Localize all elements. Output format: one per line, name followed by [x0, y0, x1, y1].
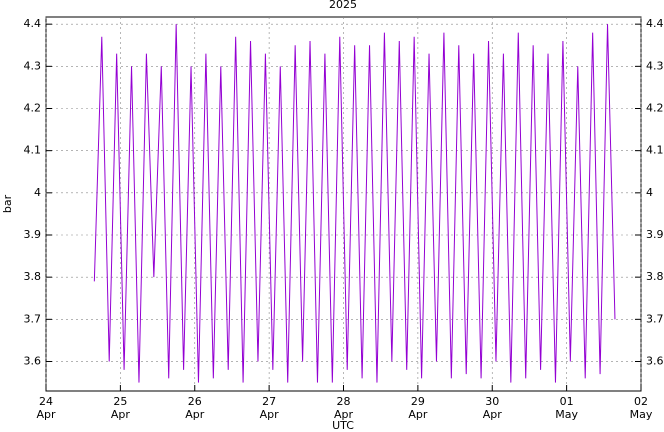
x-tick-label-line: 29 — [411, 395, 425, 408]
x-tick-label-line: 02 — [634, 395, 648, 408]
y-tick-label: 3.9 — [24, 228, 42, 241]
x-tick-label-line: May — [630, 408, 653, 421]
x-tick-label: 02 May — [630, 395, 653, 421]
x-tick-label-line: May — [555, 408, 578, 421]
x-tick-label: 25 Apr — [111, 395, 131, 421]
x-tick-label-line: 30 — [485, 395, 499, 408]
y-tick-label: 4.4 — [646, 17, 664, 30]
y-tick-label: 4 — [646, 186, 653, 199]
x-tick-label: 27 Apr — [260, 395, 280, 421]
x-tick-label: 01 May — [555, 395, 578, 421]
y-tick-label: 4.2 — [24, 101, 42, 114]
y-tick-label: 3.9 — [646, 228, 664, 241]
y-tick-label: 4.1 — [646, 144, 664, 157]
x-tick-label-line: Apr — [334, 408, 354, 421]
y-tick-label: 3.6 — [24, 354, 42, 367]
x-axis-label: UTC — [332, 419, 354, 432]
x-tick-label-line: Apr — [408, 408, 428, 421]
y-tick-label: 4.3 — [646, 59, 664, 72]
x-tick-label-line: Apr — [483, 408, 503, 421]
y-tick-label: 3.8 — [24, 270, 42, 283]
x-tick-label-line: Apr — [111, 408, 131, 421]
x-tick-label: 29 Apr — [408, 395, 428, 421]
x-tick-label-line: 24 — [39, 395, 53, 408]
y-tick-label: 3.7 — [646, 312, 664, 325]
x-tick-label: 24 Apr — [36, 395, 56, 421]
y-tick-label: 3.7 — [24, 312, 42, 325]
x-tick-label-line: Apr — [36, 408, 56, 421]
y-tick-label: 4.2 — [646, 101, 664, 114]
y-tick-label: 4.4 — [24, 17, 42, 30]
y-tick-label: 4.3 — [24, 59, 42, 72]
y-axis-label: bar — [1, 194, 14, 213]
y-tick-label: 3.6 — [646, 354, 664, 367]
x-tick-label: 26 Apr — [185, 395, 205, 421]
y-tick-label: 3.8 — [646, 270, 664, 283]
y-tick-label: 4.1 — [24, 144, 42, 157]
x-tick-label: 28 Apr — [334, 395, 354, 421]
x-tick-label-line: 25 — [113, 395, 127, 408]
x-tick-label-line: Apr — [185, 408, 205, 421]
data-line — [93, 24, 616, 383]
chart-title: 2025 — [329, 0, 357, 11]
x-tick-label: 30 Apr — [483, 395, 503, 421]
y-tick-label: 4 — [34, 186, 41, 199]
x-tick-label-line: Apr — [260, 408, 280, 421]
x-tick-label-line: 01 — [560, 395, 574, 408]
x-tick-label-line: 28 — [337, 395, 351, 408]
x-tick-label-line: 27 — [262, 395, 276, 408]
x-tick-label-line: 26 — [188, 395, 202, 408]
